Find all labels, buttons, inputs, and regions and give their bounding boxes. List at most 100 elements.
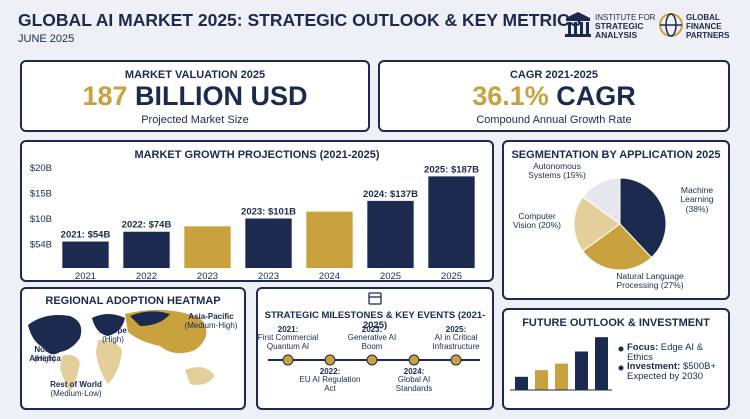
axis-label: $20B [30,163,52,174]
bar [575,351,588,390]
event-date: 2021: [277,325,299,334]
slice-value: (38%) [685,203,709,214]
value-label: 2024: $137B [363,189,418,200]
value-label: 2021: $54B [61,230,111,241]
region-name: Rest of World [50,380,102,389]
chart-title: FUTURE OUTLOOK & INVESTMENT [522,317,710,329]
axis-label: $15B [30,189,52,200]
title: GLOBAL AI MARKET 2025: STRATEGIC OUTLOOK… [18,10,582,30]
kpi-number: 36.1% [472,81,549,111]
region-level: (Medium-Low) [50,389,102,398]
pie-slice [573,196,621,252]
event-date: 2025: [445,325,467,334]
bar [123,231,170,268]
axis-label: $10B [30,214,52,225]
bar [428,176,475,268]
pie-slice [582,177,621,225]
slice-value: (15%) [563,170,586,181]
event-label: Global AI Standards [395,375,433,393]
region-name: Europe [99,326,127,335]
value-label: 2025: $187B [424,164,479,175]
bar [535,370,548,390]
region-level: (High) [34,354,56,363]
milestone [366,354,378,366]
slice-value: (27%) [660,280,684,291]
region-name: Asia-Pacific [188,312,234,321]
pie-label: Natural Language Processing (27%) [600,271,700,291]
pie-slice [619,177,667,259]
note-label: Investment: [627,361,681,372]
bar [306,211,353,268]
logo-icon [565,12,591,37]
bullet [618,346,624,352]
outlook-card: FUTURE OUTLOOK & INVESTMENT [502,308,730,410]
event-date: 2022: [319,367,341,376]
logo-text: GLOBAL FINANCE PARTNERS [686,13,730,40]
x-tick-label: 2023 [258,271,279,282]
kpi-card: CAGR 2021-2025 36.1% CAGR Compound Annua… [378,60,730,132]
timeline-card: STRATEGIC MILESTONES & KEY EVENTS (2021-… [256,287,494,410]
calendar-icon [368,292,382,305]
event-date: 2023: [361,325,383,334]
x-tick-label: 2024 [319,271,340,282]
value-label: 2022: $74B [122,220,172,231]
note-label: Focus: [627,342,659,353]
chart-title: SEGMENTATION BY APPLICATION 2025 [511,149,721,161]
x-tick-label: 2025 [441,271,462,282]
bullet [618,365,624,371]
bar [245,218,292,268]
kpi-unit: BILLION USD [135,81,308,111]
event-label: AI in Critical Infrastructure [432,333,480,351]
note: Focus: Edge AI & Ethics [627,342,727,364]
bar [367,200,414,268]
region-level: (High) [102,335,124,344]
map-shapes [28,309,215,392]
date: JUNE 2025 [18,33,75,45]
milestone [450,354,462,366]
axis-label: $54B [30,240,52,251]
event-label: EU AI Regulation Act [299,375,361,393]
event-label: Generative AI Boom [347,333,397,351]
logo-text: STRATEGIC ANALYSIS [595,21,644,40]
kpi-number: 187 [82,81,128,111]
event-label: First Commercial Quantum AI [257,333,319,351]
kpi-title: CAGR 2021-2025 [509,69,599,81]
chart-title: MARKET GROWTH PROJECTIONS (2021-2025) [134,149,380,161]
kpi-title: MARKET VALUATION 2025 [124,69,266,81]
milestone [324,354,336,366]
kpi-caption: Projected Market Size [141,114,249,126]
slice-name: Natural Language Processing [616,271,684,291]
note-text: $500B+ Expected by 2030 [627,361,716,383]
region-level: (Medium-High) [184,321,238,330]
bar [555,363,568,390]
kpi-value: 36.1% CAGR [380,81,728,112]
slice-name: Autonomous Systems [528,161,581,181]
x-tick-label: 2022 [136,271,157,282]
pie-label: Machine Learning (38%) [668,185,726,214]
slice-name: Computer Vision [512,211,556,231]
note-text: Edge AI & Ethics [627,342,704,364]
note: Investment: $500B+ Expected by 2030 [627,361,727,383]
region-name: North America [29,345,61,363]
globe-icon [659,13,683,37]
slice-value: (20%) [538,220,562,231]
kpi-unit: CAGR [556,81,636,111]
milestone [408,354,420,366]
pie-slice [582,223,653,271]
pie-label: Autonomous Systems (15%) [518,161,596,181]
map-title: REGIONAL ADOPTION HEATMAP [45,295,221,307]
kpi-caption: Compound Annual Growth Rate [476,114,632,126]
kpi-card: MARKET VALUATION 2025 187 BILLION USD Pr… [20,60,370,132]
bar [595,337,608,390]
pie-label: Computer Vision (20%) [512,211,562,231]
x-tick-label: 2021 [75,271,96,282]
milestone [282,354,294,366]
x-tick-label: 2023 [197,271,218,282]
x-tick-label: 2025 [380,271,401,282]
timeline-title: STRATEGIC MILESTONES & KEY EVENTS (2021-… [264,310,486,332]
kpi-value: 187 BILLION USD [22,81,368,112]
value-label: 2023: $101B [241,207,296,218]
